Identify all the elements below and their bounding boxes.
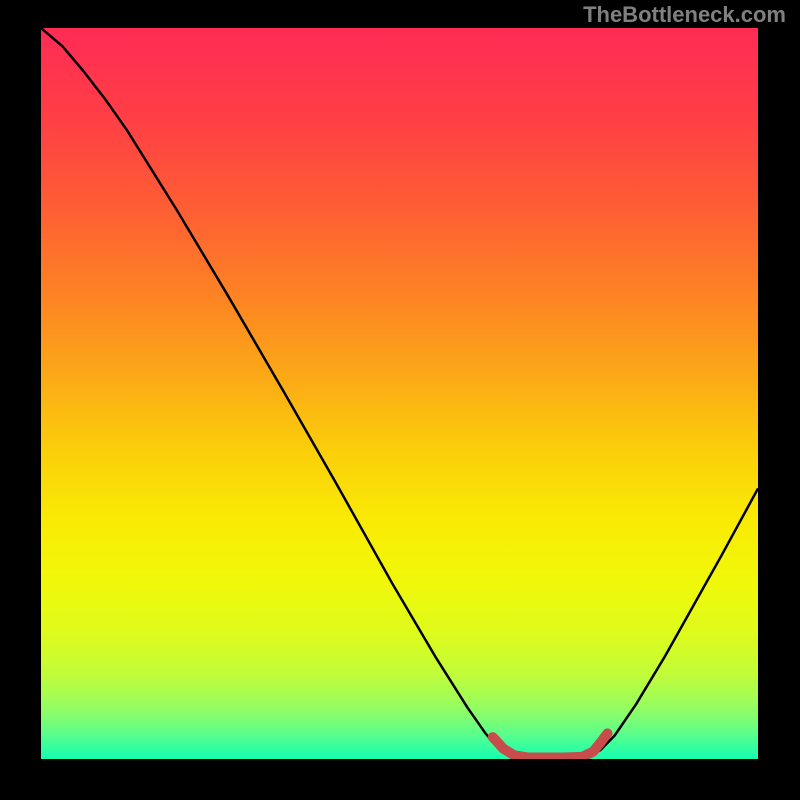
chart-container: TheBottleneck.com [0,0,800,800]
plot-area [41,28,758,759]
watermark-text: TheBottleneck.com [583,2,786,28]
chart-svg [41,28,758,759]
gradient-background [41,28,758,759]
